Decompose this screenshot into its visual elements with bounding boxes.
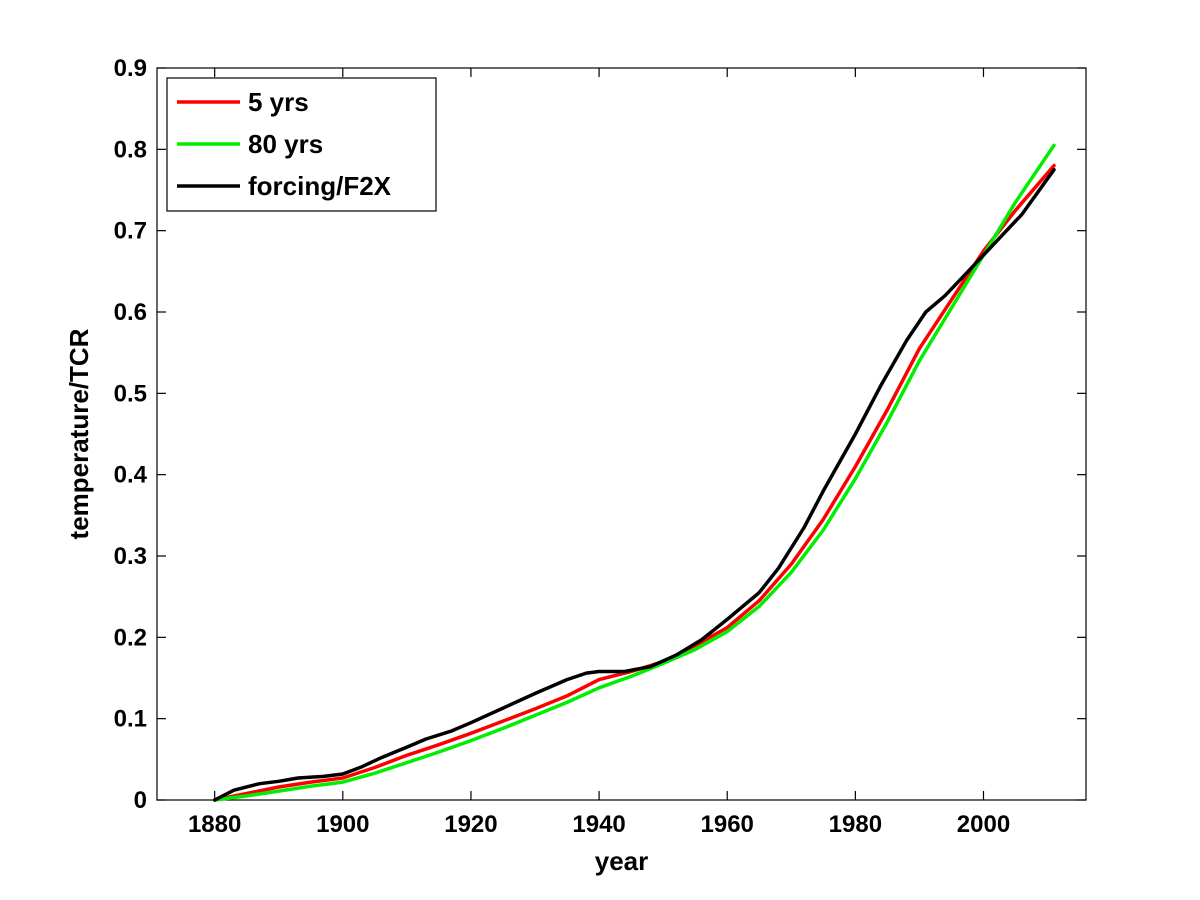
x-tick-label: 2000 bbox=[957, 811, 1010, 838]
y-tick-label: 0.4 bbox=[114, 462, 148, 489]
y-tick-label: 0.2 bbox=[114, 624, 147, 651]
y-tick-label: 0.7 bbox=[114, 218, 147, 245]
x-tick-label: 1980 bbox=[829, 811, 882, 838]
series-line-80-yrs bbox=[212, 143, 1056, 802]
axis-ticks: 1880 1900 1920 1940 1960 1980 2000 0 0.1 0.2 0.3 0.… bbox=[114, 55, 1086, 838]
x-tick-label: 1940 bbox=[572, 811, 625, 838]
y-tick-label: 0.6 bbox=[114, 299, 147, 326]
legend-label-forcing-f2x: forcing/F2X bbox=[248, 171, 392, 201]
legend-label-80-yrs: 80 yrs bbox=[248, 129, 323, 159]
y-tick-label: 0.8 bbox=[114, 136, 147, 163]
legend-label-5-yrs: 5 yrs bbox=[248, 87, 309, 117]
y-tick-label: 0.3 bbox=[114, 543, 147, 570]
x-axis-label: year bbox=[595, 846, 649, 876]
series-line-forcing-f2x bbox=[212, 167, 1056, 802]
y-tick-label: 0.9 bbox=[114, 55, 147, 82]
x-tick-label: 1900 bbox=[316, 811, 369, 838]
y-tick-label: 0 bbox=[134, 787, 147, 814]
x-tick-label: 1960 bbox=[701, 811, 754, 838]
x-tick-label: 1920 bbox=[444, 811, 497, 838]
y-tick-label: 0.5 bbox=[114, 380, 147, 407]
x-tick-label: 1880 bbox=[188, 811, 241, 838]
y-axis-label: temperature/TCR bbox=[64, 328, 94, 539]
y-tick-label: 0.1 bbox=[114, 706, 147, 733]
legend: 5 yrs 80 yrs forcing/F2X bbox=[166, 77, 437, 212]
series-lines bbox=[212, 143, 1056, 802]
